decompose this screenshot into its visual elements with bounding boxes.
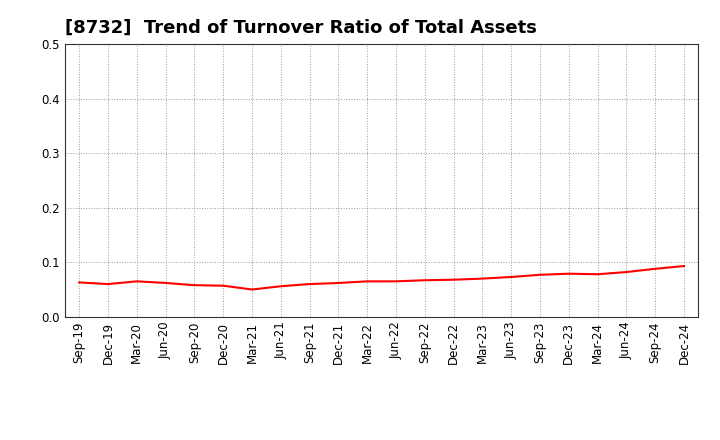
Text: [8732]  Trend of Turnover Ratio of Total Assets: [8732] Trend of Turnover Ratio of Total … — [65, 19, 536, 37]
